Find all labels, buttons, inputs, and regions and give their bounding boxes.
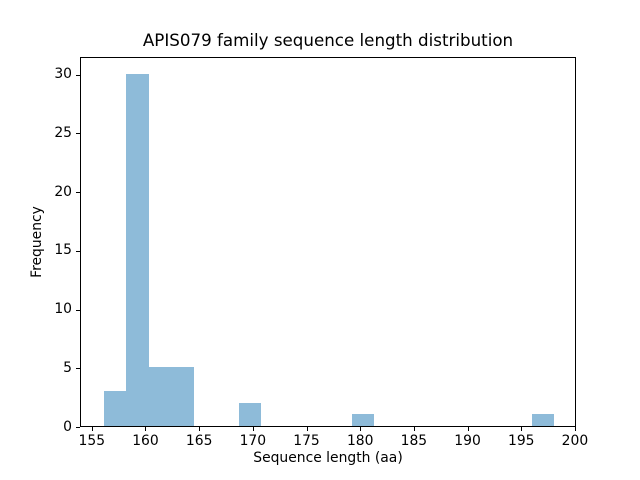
histogram-bar [148, 367, 172, 426]
y-tick-label: 25 [54, 124, 72, 141]
y-axis-tick [76, 192, 80, 194]
x-axis-tick [306, 427, 308, 431]
histogram-bar [238, 402, 262, 426]
histogram-bar [103, 390, 127, 426]
x-tick-label: 195 [507, 433, 535, 449]
x-axis-tick [521, 427, 523, 431]
histogram-bar [171, 367, 194, 426]
x-axis-tick [413, 427, 415, 431]
y-tick-label: 20 [54, 183, 72, 200]
x-axis-tick [467, 427, 469, 431]
histogram-bar [351, 414, 375, 426]
histogram-bars-layer [81, 58, 575, 426]
x-tick-label: 155 [78, 433, 106, 449]
y-tick-label: 5 [63, 359, 72, 376]
y-tick-label: 30 [54, 66, 72, 83]
x-axis-tick [252, 427, 254, 431]
y-axis-label: Frequency [29, 206, 45, 278]
histogram-bar [126, 73, 149, 426]
x-tick-label: 165 [185, 433, 213, 449]
x-tick-label: 180 [346, 433, 374, 449]
y-axis-tick [76, 133, 80, 135]
y-axis-tick [76, 309, 80, 311]
y-tick-label: 10 [54, 301, 72, 318]
x-tick-label: 175 [293, 433, 320, 449]
x-tick-label: 190 [454, 433, 481, 449]
x-axis-label: Sequence length (aa) [253, 450, 403, 466]
x-tick-label: 170 [239, 433, 267, 449]
y-axis-tick [76, 250, 80, 252]
x-axis-tick [145, 427, 147, 431]
chart-title: APIS079 family sequence length distribut… [142, 30, 514, 50]
x-axis-tick [360, 427, 362, 431]
x-axis-tick [199, 427, 201, 431]
x-axis-tick [91, 427, 93, 431]
y-tick-label: 15 [54, 242, 72, 259]
x-axis-tick [574, 427, 576, 431]
y-axis-tick [76, 427, 80, 428]
y-axis-tick [76, 74, 80, 76]
y-tick-label: 0 [63, 418, 72, 435]
x-tick-label: 185 [400, 433, 428, 449]
x-tick-label: 200 [561, 433, 589, 449]
x-tick-label: 160 [132, 433, 159, 449]
y-axis-tick [76, 368, 80, 370]
plot-area [80, 57, 576, 427]
histogram-bar [531, 414, 555, 426]
